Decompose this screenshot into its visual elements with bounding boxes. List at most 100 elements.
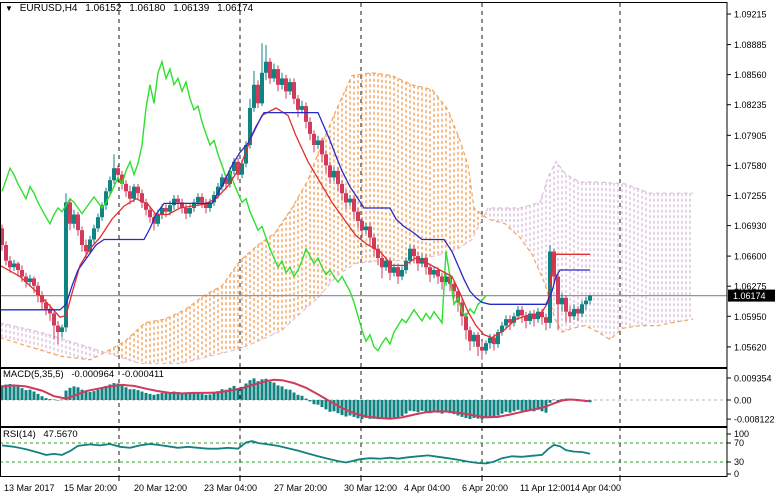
senkou-span-a-line (0, 72, 694, 361)
price-tick-label: 1.08560 (734, 70, 767, 80)
time-axis-label: 4 Apr 04:00 (404, 483, 450, 493)
candle-body-up (348, 198, 352, 203)
candle-body-up (332, 170, 336, 178)
candle-body-up (280, 78, 284, 85)
ohlc-open: 1.06152 (85, 3, 122, 14)
candle-body-down (452, 283, 456, 292)
price-tick-label: 1.05950 (734, 312, 767, 322)
rsi-tick-label: 70 (734, 438, 744, 448)
macd-tick-label: -0.008122 (734, 415, 775, 425)
candle-body-down (524, 315, 528, 321)
candle-body-down (436, 270, 440, 277)
macd-panel (0, 378, 727, 420)
candle-body-up (516, 309, 520, 317)
chart-title-bar: ▼ EURUSD,H4 1.06152 1.06180 1.06139 1.06… (5, 3, 258, 14)
candle-body-down (124, 183, 128, 192)
time-axis-label: 14 Apr 04:00 (570, 483, 621, 493)
rsi-panel (0, 440, 727, 465)
rsi-indicator-label: RSI(14) 47.5670 (3, 429, 83, 440)
candle-body-up (264, 61, 268, 73)
candle-body-up (88, 239, 92, 252)
candle-body-down (52, 313, 56, 326)
candle-body-down (44, 302, 48, 309)
kijun-sen-line (0, 111, 590, 311)
candle-body-up (392, 267, 396, 273)
candle-body-up (384, 260, 388, 268)
price-tick-label: 1.06275 (734, 282, 767, 292)
macd-tick-label: 0.009354 (734, 374, 772, 384)
candle-body-down (320, 140, 324, 155)
candle-body-down (176, 198, 180, 203)
candle-body-down (324, 154, 328, 166)
candle-body-down (120, 174, 124, 184)
candle-body-down (468, 330, 472, 342)
candle-body-down (344, 193, 348, 203)
candle-body-down (292, 82, 296, 99)
candle-body-up (404, 260, 408, 271)
candle-body-down (412, 248, 416, 257)
macd-name: MACD(5,35,5) (3, 369, 64, 380)
time-axis: 13 Mar 2017 15 Mar 20:00 20 Mar 12:00 23 Ma… (4, 477, 621, 493)
chikou-layer (1, 59, 487, 352)
price-tick-label: 1.07255 (734, 191, 767, 201)
rsi-name: RSI(14) (3, 429, 36, 440)
rsi-line (1, 440, 591, 465)
symbol-dropdown-icon[interactable]: ▼ (5, 4, 13, 13)
candle-body-up (472, 334, 476, 342)
candle-body-down (80, 230, 84, 245)
symbol-title: EURUSD,H4 (19, 3, 78, 14)
candle-body-down (540, 311, 544, 318)
time-axis-label: 27 Mar 20:00 (274, 483, 327, 493)
price-tick-label: 1.08885 (734, 40, 767, 50)
candle-body-down (328, 165, 332, 178)
macd-indicator-label: MACD(5,35,5) -0.000964 -0.000411 (3, 369, 169, 380)
price-tick-label: 1.07905 (734, 131, 767, 141)
candle-body-down (76, 214, 80, 231)
candle-body-up (12, 263, 16, 268)
macd-main-value: -0.000964 (71, 369, 115, 380)
candle-body-down (24, 276, 28, 283)
time-axis-label: 15 Mar 20:00 (64, 483, 117, 493)
candle-body-up (196, 196, 200, 203)
time-axis-label: 11 Apr 12:00 (520, 483, 570, 493)
panel-border (0, 2, 728, 368)
candle-body-down (284, 78, 288, 92)
candle-body-down (36, 285, 40, 296)
ichimoku-cloud (0, 72, 694, 365)
candle-body-up (484, 343, 488, 351)
macd-signal-value: -0.000411 (121, 369, 164, 380)
macd-tick-label: 0.00 (734, 396, 752, 406)
candle-body-up (172, 198, 176, 206)
candle-body-down (308, 121, 312, 134)
candle-body-up (220, 177, 224, 187)
candle-body-up (504, 319, 508, 326)
candle-body-down (236, 161, 240, 175)
candle-body-down (304, 106, 308, 122)
candle-body-down (556, 276, 560, 305)
candle-body-up (432, 270, 436, 275)
candle-body-down (180, 202, 184, 208)
candle-body-down (464, 316, 468, 331)
candle-body-down (312, 133, 316, 145)
candle-body-up (216, 186, 220, 195)
candle-body-down (576, 308, 580, 314)
tenkan-layer (0, 107, 590, 339)
candle-body-down (56, 325, 60, 333)
rsi-tick-label: 0 (734, 469, 739, 479)
candle-body-down (268, 61, 272, 79)
candle-body-down (140, 193, 144, 203)
candle-body-down (48, 308, 52, 314)
candle-body-up (588, 295, 592, 301)
candle-body-up (108, 180, 112, 192)
candle-body-down (352, 198, 356, 212)
price-tick-label: 1.09215 (734, 10, 767, 20)
candle-body-up (316, 140, 320, 145)
candle-body-up (272, 69, 276, 79)
candle-body-up (580, 304, 584, 314)
candle-body-down (256, 84, 260, 104)
time-axis-label: 6 Apr 20:00 (462, 483, 508, 493)
chikou-span-line (1, 59, 487, 352)
candle-body-down (368, 226, 372, 238)
candle-body-up (132, 186, 136, 199)
